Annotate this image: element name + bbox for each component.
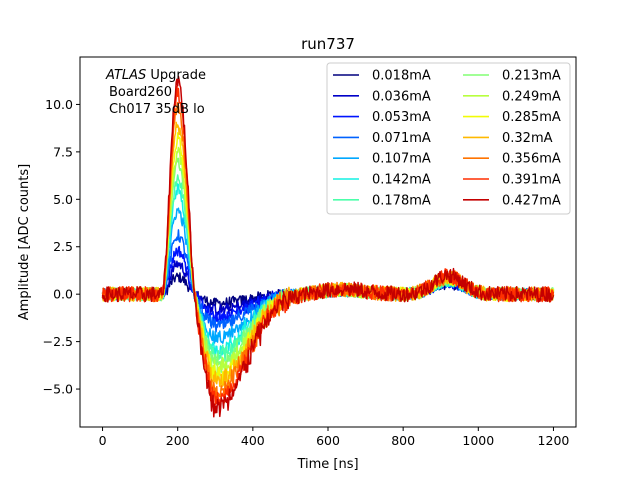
legend-label: 0.053mA [372,110,431,125]
annotation-upgrade: Upgrade [146,68,206,83]
x-tick-label: 800 [391,433,415,448]
legend-label: 0.213mA [502,69,561,84]
legend: 0.018mA 0.036mA 0.053mA 0.071mA 0.107mA 0.142… [326,62,571,215]
legend-label: 0.018mA [372,69,431,84]
y-tick-label: 2.5 [53,239,73,254]
x-axis-label: Time [ns] [296,457,358,472]
legend-label: 0.142mA [372,173,431,188]
annotation-line-2: Board260 [109,85,172,100]
y-tick-label: 10.0 [45,97,73,112]
annotation-atlas: ATLAS [105,68,146,83]
y-axis-label: Amplitude [ADC counts] [17,164,32,320]
series-layer [101,75,555,418]
chart-title: run737 [301,35,355,53]
y-tick-label: 0.0 [53,287,73,302]
y-tick-label: −5.0 [43,382,73,397]
x-tick-label: 600 [316,433,340,448]
legend-label: 0.356mA [502,152,561,167]
legend-label: 0.391mA [502,173,561,188]
annotation-line-1: ATLAS Upgrade [105,68,206,83]
legend-label: 0.249mA [502,89,561,104]
legend-box [326,62,571,215]
annotation: ATLAS Upgrade Board260 Ch017 35dB lo [105,68,206,117]
x-tick-label: 1000 [462,433,494,448]
x-tick-label: 0 [99,433,107,448]
x-tick-label: 200 [166,433,190,448]
ticks-layer: 0 200 400 600 800 1000 1200 −5.0 −2.5 0.0 2.5 5.0 7.… [43,97,570,448]
y-tick-label: −2.5 [43,334,73,349]
legend-label: 0.036mA [372,89,431,104]
legend-label: 0.32mA [502,131,553,146]
legend-label: 0.178mA [372,193,431,208]
x-tick-label: 400 [241,433,265,448]
y-tick-label: 7.5 [53,144,73,159]
legend-label: 0.427mA [502,193,561,208]
x-tick-label: 1200 [538,433,570,448]
y-tick-label: 5.0 [53,192,73,207]
legend-label: 0.285mA [502,110,561,125]
series-line-0.427mA [101,75,555,418]
legend-label: 0.071mA [372,131,431,146]
legend-label: 0.107mA [372,152,431,167]
annotation-line-3: Ch017 35dB lo [109,102,205,117]
